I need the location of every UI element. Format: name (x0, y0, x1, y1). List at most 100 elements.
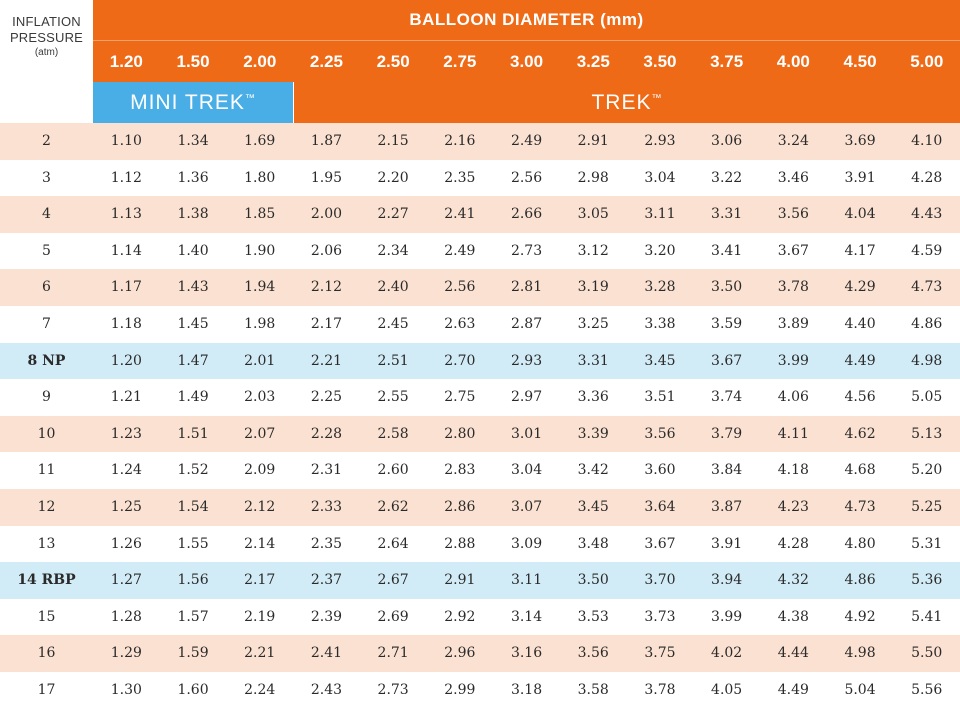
diameter-value-cell: 3.19 (577, 279, 609, 296)
diameter-value-cell: 3.07 (510, 499, 543, 515)
diameter-value-cell: 4.92 (844, 608, 876, 625)
diameter-value-cell: 3.91 (711, 535, 743, 552)
diameter-value-cell: 1.24 (110, 462, 142, 479)
table-row: 11 1.24 1.52 2.09 2.31 2.60 2.83 3.04 3.42 3.60 3.… (0, 452, 960, 490)
diameter-value-cell: 4.98 (911, 352, 943, 369)
diameter-value-cell: 2.34 (377, 242, 409, 259)
diameter-value-cell: 2.75 (444, 389, 476, 406)
diameter-value-cell: 4.80 (844, 535, 876, 552)
table-row: 2 1.10 1.34 1.69 1.87 2.15 2.16 2.49 2.91 2.93 3.0… (0, 123, 960, 160)
diameter-value-cell: 3.59 (711, 316, 743, 332)
diameter-value-cell: 2.35 (444, 169, 476, 186)
diameter-value-cell: 2.16 (444, 133, 476, 149)
diameter-value-cell: 3.78 (777, 279, 809, 296)
diameter-value-cell: 1.29 (110, 645, 142, 662)
diameter-value-cell: 3.79 (711, 425, 743, 442)
diameter-value-cell: 3.11 (510, 572, 543, 589)
diameter-value-cell: 1.56 (177, 572, 209, 589)
diameter-value-cell: 4.68 (844, 462, 876, 479)
diameter-value-cell: 2.15 (377, 133, 409, 149)
diameter-value-cell: 2.49 (510, 133, 543, 149)
diameter-value-cell: 4.10 (911, 133, 943, 149)
diameter-value-cell: 3.70 (644, 572, 676, 589)
mini-trek-trademark: ™ (244, 93, 256, 104)
diameter-value-cell: 3.48 (577, 535, 609, 552)
diameter-value-cell: 1.60 (177, 682, 209, 698)
diameter-value-cell: 2.31 (310, 462, 343, 479)
mini-trek-name: MINI TREK (130, 91, 245, 114)
diameter-value-cell: 4.86 (844, 572, 876, 589)
diameter-value-cell: 3.31 (577, 352, 609, 369)
diameter-value-cell: 2.98 (577, 169, 609, 186)
diameter-value-cell: 2.17 (310, 316, 343, 332)
diameter-value-cell: 4.05 (711, 682, 743, 698)
diameter-value-cell: 2.25 (310, 389, 343, 406)
diameter-value-cell: 2.41 (310, 645, 343, 662)
pressure-cell: 14 RBP (17, 572, 76, 589)
diameter-value-cell: 1.27 (110, 572, 142, 589)
table-row: 9 1.21 1.49 2.03 2.25 2.55 2.75 2.97 3.36 3.51 3.7… (0, 379, 960, 417)
diameter-value-cell: 1.80 (244, 169, 276, 186)
diameter-value-cell: 2.60 (377, 462, 409, 479)
diameter-header-title: BALLOON DIAMETER (mm) (409, 10, 644, 29)
diameter-value-cell: 4.49 (844, 352, 876, 369)
diameter-value-cell: 1.14 (110, 242, 142, 259)
pressure-cell: 6 (42, 279, 51, 296)
pressure-cell: 16 (37, 645, 56, 662)
diameter-value-cell: 3.28 (644, 279, 676, 296)
diameter-value-cell: 1.90 (244, 242, 276, 259)
diameter-value-cell: 3.09 (510, 535, 543, 552)
diameter-value-cell: 2.63 (444, 316, 476, 332)
diameter-value-cell: 5.56 (911, 682, 943, 698)
diameter-value-cell: 4.28 (777, 535, 809, 552)
diameter-value-cell: 4.06 (777, 389, 809, 406)
diameter-value-cell: 2.03 (244, 389, 276, 406)
diameter-value-cell: 2.35 (310, 535, 343, 552)
trek-trademark: ™ (651, 93, 663, 104)
diameter-value-cell: 2.33 (310, 499, 343, 515)
diameter-value-cell: 2.73 (377, 682, 409, 698)
diameter-value-cell: 2.71 (377, 645, 409, 662)
diameter-value-cell: 2.62 (377, 499, 409, 515)
diameter-value-cell: 2.20 (377, 169, 409, 186)
diameter-value-cell: 2.45 (377, 316, 409, 332)
diameter-value-cell: 1.36 (177, 169, 209, 186)
diameter-value-cell: 2.43 (310, 682, 343, 698)
diameter-value-cell: 2.97 (510, 389, 543, 406)
pressure-cell: 5 (42, 242, 51, 259)
diameter-value-cell: 4.28 (911, 169, 943, 186)
diameter-value-cell: 1.51 (177, 425, 209, 442)
diameter-value-cell: 3.01 (510, 425, 543, 442)
diameter-value-cell: 2.80 (444, 425, 476, 442)
pressure-cell: 9 (42, 389, 51, 406)
diameter-value-cell: 1.47 (177, 352, 209, 369)
diameter-value-cell: 2.58 (377, 425, 409, 442)
pressure-cell: 11 (37, 462, 56, 479)
mini-trek-label: MINI TREK™ (93, 82, 293, 123)
pressure-cell: 13 (37, 535, 56, 552)
diameter-value-cell: 1.25 (110, 499, 142, 515)
diameter-header-cell: 4.50 (843, 52, 877, 71)
diameter-value-cell: 3.75 (644, 645, 676, 662)
pressure-cell: 10 (37, 425, 56, 442)
diameter-value-cell: 5.13 (911, 425, 943, 442)
diameter-value-cell: 3.11 (644, 206, 676, 223)
diameter-value-cell: 3.67 (777, 242, 809, 259)
diameter-value-cell: 3.73 (644, 608, 676, 625)
diameter-value-cell: 2.07 (244, 425, 276, 442)
diameter-value-cell: 2.01 (244, 352, 276, 369)
diameter-value-cell: 2.56 (444, 279, 476, 296)
diameter-value-cell: 3.25 (577, 316, 609, 332)
diameter-value-cell: 1.13 (110, 206, 142, 223)
diameter-value-cell: 1.10 (110, 133, 142, 149)
diameter-value-cell: 1.23 (110, 425, 142, 442)
diameter-value-cell: 3.91 (844, 169, 876, 186)
trek-label: TREK™ (294, 82, 960, 123)
diameter-value-cell: 3.36 (577, 389, 609, 406)
diameter-value-cell: 2.19 (244, 608, 276, 625)
diameter-value-cell: 3.74 (711, 389, 743, 406)
diameter-header-band (93, 0, 960, 82)
table-row: 15 1.28 1.57 2.19 2.39 2.69 2.92 3.14 3.53 3.73 3.… (0, 598, 960, 636)
diameter-value-cell: 2.49 (444, 242, 476, 259)
pressure-cell: 7 (42, 316, 51, 332)
